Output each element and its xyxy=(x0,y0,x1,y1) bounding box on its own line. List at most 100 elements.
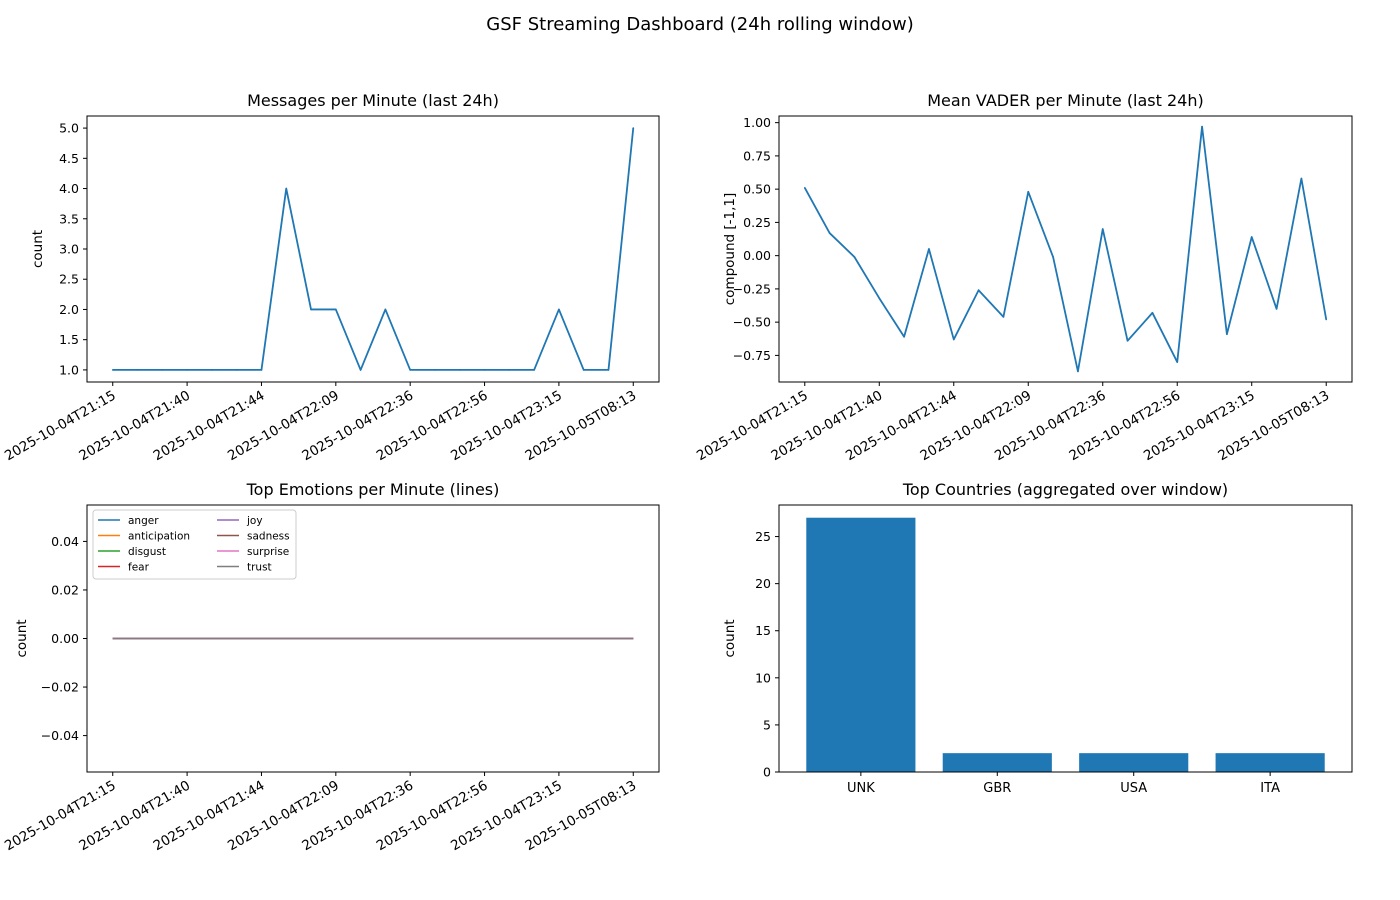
data-point xyxy=(558,308,560,311)
y-tick-label: 1.00 xyxy=(743,115,771,130)
axes-frame xyxy=(86,504,660,773)
data-point xyxy=(977,289,980,292)
data-point xyxy=(1201,125,1203,128)
y-tick-label: 4.0 xyxy=(59,181,79,196)
data-point xyxy=(335,308,337,311)
data-point xyxy=(483,369,486,371)
y-tick-label: 1.5 xyxy=(59,332,79,347)
data-point xyxy=(1250,236,1253,238)
y-tick-label: −0.75 xyxy=(733,348,771,363)
legend: anger anticipation disgust fear joy sadness su… xyxy=(92,509,297,580)
bar-ita xyxy=(1215,753,1325,772)
panel-messages: Messages per Minute (last 24h) 1.0 1.5 2.0 2… xyxy=(2,91,660,464)
data-point xyxy=(582,369,585,371)
y-tick-label: 0.25 xyxy=(743,215,771,230)
y-tick-label: 5.0 xyxy=(59,121,79,136)
data-point xyxy=(111,369,114,371)
data-point xyxy=(1226,333,1228,335)
panel-emotions: Top Emotions per Minute (lines) −0.04 −0.0… xyxy=(2,480,660,854)
y-tick-label: −0.02 xyxy=(41,680,79,695)
y-tick-label: 1.0 xyxy=(59,362,79,377)
data-point xyxy=(1052,256,1054,258)
data-point xyxy=(903,335,905,338)
y-tick-label: 0 xyxy=(763,765,771,780)
data-point xyxy=(1002,316,1005,318)
y-tick-label: 0.75 xyxy=(743,148,771,163)
y-axis-label: count xyxy=(14,619,30,657)
data-point xyxy=(878,297,881,300)
data-point xyxy=(508,369,511,371)
data-point xyxy=(434,369,436,371)
y-tick-label: 20 xyxy=(755,576,771,591)
data-point xyxy=(186,369,188,371)
data-point xyxy=(1151,312,1154,314)
axes-frame xyxy=(778,504,1353,773)
panel-title-vader: Mean VADER per Minute (last 24h) xyxy=(927,91,1204,110)
series-line xyxy=(112,127,635,371)
y-axis-label: count xyxy=(722,619,738,657)
data-point xyxy=(285,187,288,190)
data-point xyxy=(928,248,930,250)
data-point xyxy=(952,338,955,341)
y-axis-label: count xyxy=(30,230,46,268)
legend-frame xyxy=(92,509,297,580)
y-tick-label: 2.5 xyxy=(59,272,79,287)
legend-label-trust: trust xyxy=(247,562,272,574)
data-point xyxy=(1176,361,1179,363)
y-tick-label: 3.0 xyxy=(59,242,79,257)
panel-title-messages: Messages per Minute (last 24h) xyxy=(247,91,499,110)
legend-label-joy: joy xyxy=(246,515,263,527)
data-point xyxy=(803,187,806,189)
y-axis-label: compound [-1,1] xyxy=(722,193,738,306)
data-point xyxy=(1325,318,1328,321)
data-point xyxy=(632,127,635,129)
x-tick-label: USA xyxy=(1120,781,1147,796)
y-tick-label: 4.5 xyxy=(59,151,79,166)
y-tick-label: 2.0 xyxy=(59,302,79,317)
y-tick-label: 10 xyxy=(755,670,771,685)
data-point xyxy=(211,369,213,371)
data-point xyxy=(533,369,535,371)
data-point xyxy=(1275,308,1278,310)
data-point xyxy=(1027,191,1030,193)
y-tick-label: 0.00 xyxy=(743,248,771,263)
legend-label-sadness: sadness xyxy=(247,531,290,543)
data-point xyxy=(359,369,362,371)
axes-frame xyxy=(86,115,660,383)
x-tick-label: UNK xyxy=(847,781,875,796)
y-tick-label: 0.02 xyxy=(51,582,79,597)
data-point xyxy=(310,308,312,311)
data-point xyxy=(136,369,139,371)
y-tick-label: −0.25 xyxy=(733,281,771,296)
data-point xyxy=(458,369,461,371)
legend-label-anger: anger xyxy=(128,515,159,527)
data-point xyxy=(1077,370,1079,373)
panel-title-emotions: Top Emotions per Minute (lines) xyxy=(246,480,500,499)
data-point xyxy=(260,369,263,371)
bar-unk xyxy=(806,517,916,772)
panel-countries: Top Countries (aggregated over window) 0 5… xyxy=(722,480,1353,796)
data-point xyxy=(1126,339,1129,342)
data-point xyxy=(235,369,238,371)
legend-label-fear: fear xyxy=(128,562,150,574)
data-point xyxy=(828,232,831,234)
bar-gbr xyxy=(942,753,1052,772)
data-point xyxy=(1101,228,1104,230)
dashboard-title: GSF Streaming Dashboard (24h rolling win… xyxy=(486,14,914,35)
data-point xyxy=(1300,177,1303,180)
y-tick-label: 0.50 xyxy=(743,182,771,197)
y-tick-label: 5 xyxy=(763,717,771,732)
x-tick-label: ITA xyxy=(1260,781,1280,796)
legend-label-surprise: surprise xyxy=(247,546,289,558)
legend-label-anticipation: anticipation xyxy=(128,531,190,543)
y-tick-label: 0.04 xyxy=(51,534,79,549)
panel-vader: Mean VADER per Minute (last 24h) −0.75 −0.… xyxy=(694,91,1353,464)
data-point xyxy=(607,369,610,371)
data-point xyxy=(384,308,387,311)
data-point xyxy=(853,256,856,258)
legend-label-disgust: disgust xyxy=(128,546,166,558)
panel-title-countries: Top Countries (aggregated over window) xyxy=(902,480,1228,499)
axes-frame xyxy=(778,115,1353,383)
y-tick-label: 0.00 xyxy=(51,631,79,646)
